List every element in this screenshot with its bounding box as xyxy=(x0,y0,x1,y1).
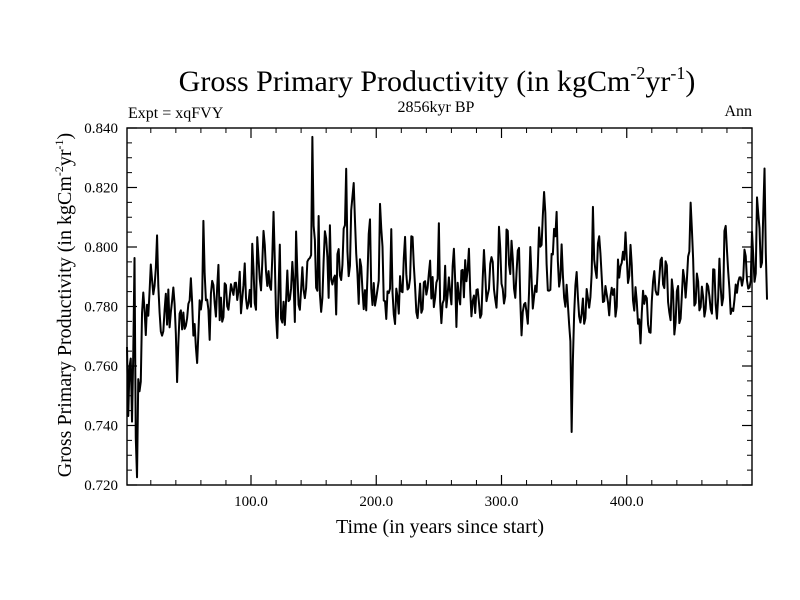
y-axis-label: Gross Primary Productivity (in kgCm-2yr-… xyxy=(52,133,76,477)
y-tick-label: 0.840 xyxy=(84,121,118,137)
y-tick-label: 0.720 xyxy=(84,478,118,494)
x-axis-label: Time (in years since start) xyxy=(336,516,544,538)
y-tick-label: 0.760 xyxy=(84,359,118,375)
y-tick-label: 0.780 xyxy=(84,300,118,316)
chart-title-main: Gross Primary Productivity (in kgCm xyxy=(179,65,631,98)
subtitle-experiment: Expt = xqFVY xyxy=(128,105,224,122)
chart-title-sup-1: -2 xyxy=(630,63,645,83)
x-tick-label: 300.0 xyxy=(485,494,519,510)
series-line-gpp xyxy=(126,135,769,479)
subtitle-season: Ann xyxy=(724,103,752,120)
x-tick-label: 100.0 xyxy=(234,494,268,510)
plot-frame xyxy=(126,127,753,486)
y-tick-label: 0.800 xyxy=(84,240,118,256)
y-axis-label-sup-1: -2 xyxy=(52,166,66,176)
chart-title-sup-2: -1 xyxy=(670,63,685,83)
y-axis-label-mid: yr xyxy=(54,149,76,166)
chart-title: Gross Primary Productivity (in kgCm-2yr-… xyxy=(179,63,696,98)
y-axis-label-end: ) xyxy=(54,133,76,140)
chart-title-end: ) xyxy=(685,65,695,98)
chart-title-mid: yr xyxy=(645,65,670,98)
axis-ticks: 0.720 0.740 0.760 0.780 0.800 0.820 0.840 100.0… xyxy=(84,121,752,510)
subtitle-period: 2856kyr BP xyxy=(398,99,475,116)
series-layer xyxy=(126,135,769,479)
y-tick-label: 0.820 xyxy=(84,181,118,197)
x-tick-label: 200.0 xyxy=(359,494,393,510)
x-tick-label: 400.0 xyxy=(610,494,644,510)
y-axis-label-sup-2: -1 xyxy=(52,139,66,149)
y-tick-label: 0.740 xyxy=(84,419,118,435)
y-axis-label-main: Gross Primary Productivity (in kgCm xyxy=(54,176,76,478)
